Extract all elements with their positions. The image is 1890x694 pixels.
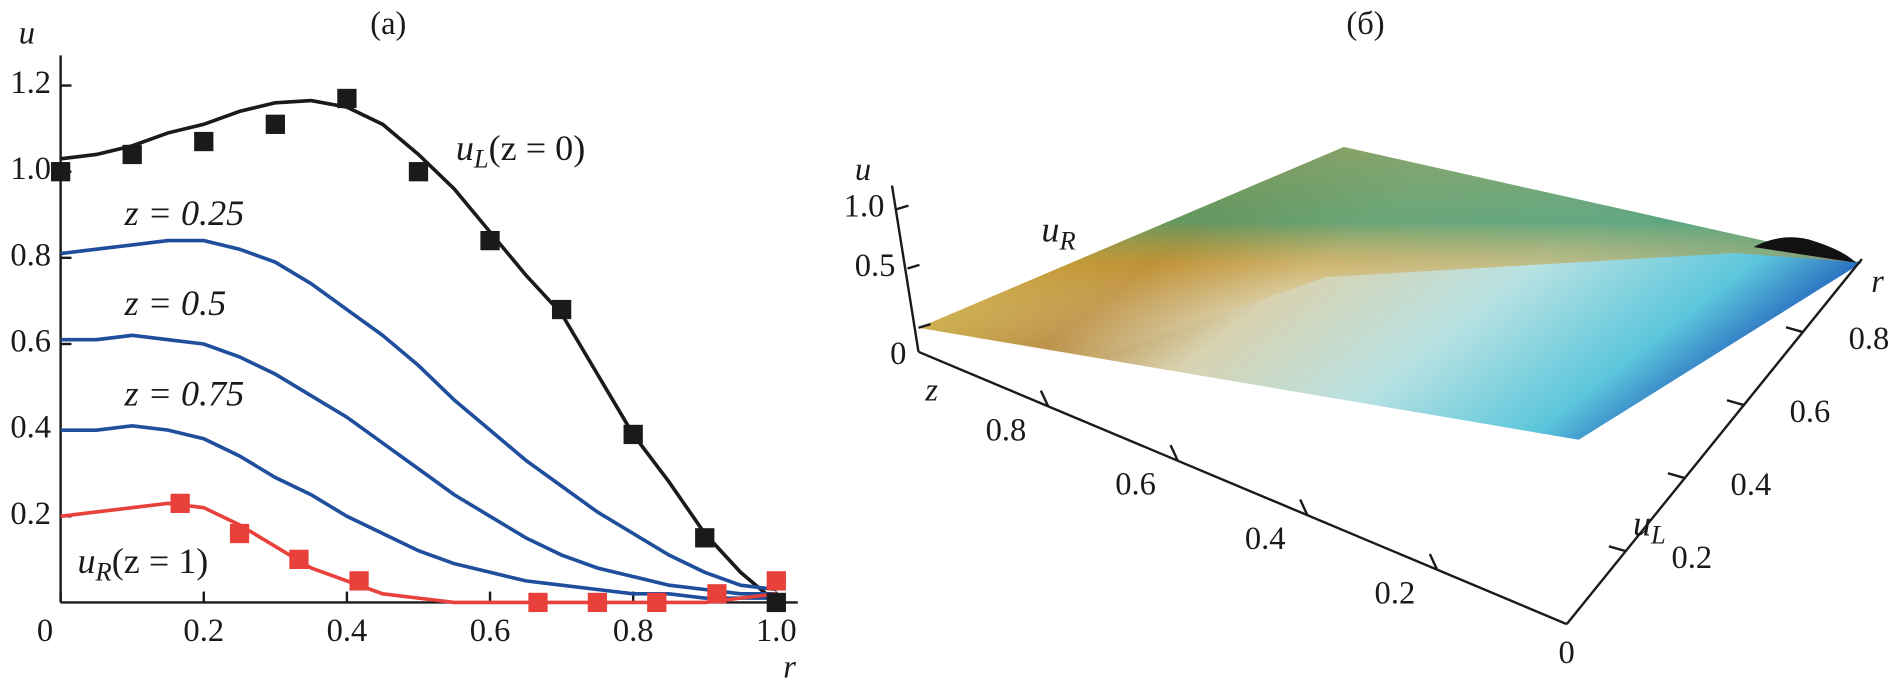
x-tick-label: 0.6 bbox=[470, 613, 511, 649]
data-point bbox=[551, 299, 572, 320]
data-point bbox=[587, 592, 608, 613]
y-tick-label: 1.2 bbox=[10, 65, 51, 101]
label-part: (z = 0) bbox=[489, 128, 586, 168]
data-point bbox=[528, 592, 548, 613]
data-point bbox=[349, 571, 369, 591]
panel-title: (б) bbox=[1346, 6, 1384, 42]
series-label: z = 0.75 bbox=[123, 374, 244, 414]
data-point bbox=[50, 162, 71, 182]
label-part: z = 0.75 bbox=[123, 374, 244, 414]
label-part: (z = 1) bbox=[112, 541, 209, 581]
data-point bbox=[194, 131, 214, 152]
r-axis-label: r bbox=[1871, 264, 1884, 300]
z-tick bbox=[1039, 390, 1050, 407]
u-tick bbox=[896, 204, 909, 211]
data-point bbox=[408, 162, 429, 182]
y-tick-label: 0.6 bbox=[10, 323, 51, 359]
label-part: R bbox=[1058, 225, 1075, 255]
r-tick-label: 0.4 bbox=[1731, 467, 1772, 503]
y-tick-label: 1.0 bbox=[10, 151, 51, 187]
series-line bbox=[60, 238, 777, 592]
x-axis-label: r bbox=[783, 649, 796, 685]
label-part: L bbox=[473, 144, 489, 174]
u-tick bbox=[907, 263, 920, 270]
data-point bbox=[170, 493, 190, 513]
r-tick-label: 0.6 bbox=[1790, 394, 1831, 430]
z-axis bbox=[918, 350, 1568, 626]
z-tick-label: 0.6 bbox=[1115, 467, 1156, 503]
z-tick-label: 0.2 bbox=[1375, 576, 1416, 612]
label-part: u bbox=[456, 128, 474, 168]
u-tick-label: 0 bbox=[890, 336, 906, 372]
surface-label: uR bbox=[1041, 210, 1075, 255]
data-point bbox=[647, 592, 667, 613]
label-part: u bbox=[1041, 210, 1059, 250]
z-tick-label: 0.8 bbox=[986, 412, 1027, 448]
r-axis bbox=[1565, 258, 1863, 625]
series-label: uR(z = 1) bbox=[78, 541, 209, 586]
r-tick-label: 0 bbox=[1559, 635, 1575, 671]
y-axis-label: u bbox=[19, 16, 35, 52]
series-line bbox=[60, 98, 778, 604]
r-tick-label: 0.2 bbox=[1672, 540, 1713, 576]
x-tick-label: 0 bbox=[37, 613, 53, 649]
data-point bbox=[707, 584, 727, 604]
r-tick bbox=[1726, 399, 1745, 407]
panel-title: (a) bbox=[370, 6, 406, 42]
data-point bbox=[766, 571, 786, 591]
z-tick bbox=[1428, 553, 1439, 571]
x-tick-label: 0.2 bbox=[183, 613, 224, 649]
r-tick bbox=[1785, 326, 1804, 334]
data-point bbox=[229, 523, 250, 544]
series-label: z = 0.5 bbox=[123, 284, 226, 324]
x-tick-label: 1.0 bbox=[756, 613, 797, 649]
data-point bbox=[695, 528, 715, 548]
z-tick bbox=[1169, 444, 1179, 462]
series-label: z = 0.25 bbox=[123, 193, 244, 233]
y-tick-label: 0.4 bbox=[10, 410, 51, 446]
surface-label: uL bbox=[1633, 504, 1666, 549]
u-axis-label: u bbox=[855, 152, 871, 188]
label-part: u bbox=[1633, 504, 1651, 544]
r-tick bbox=[1608, 545, 1627, 553]
r-tick-label: 0.8 bbox=[1849, 321, 1890, 357]
data-point bbox=[623, 424, 643, 445]
series-line bbox=[60, 333, 777, 596]
data-point bbox=[480, 230, 500, 251]
z-tick bbox=[1299, 499, 1309, 516]
r-tick bbox=[1667, 472, 1686, 480]
label-part: u bbox=[78, 541, 96, 581]
y-tick-label: 0.8 bbox=[10, 237, 51, 273]
label-part: L bbox=[1650, 519, 1666, 549]
data-point bbox=[122, 144, 142, 165]
data-point bbox=[265, 114, 285, 134]
data-point bbox=[337, 88, 357, 109]
u-axis bbox=[890, 185, 920, 353]
surface bbox=[918, 146, 1862, 440]
label-part: R bbox=[95, 557, 112, 587]
u-tick-label: 1.0 bbox=[844, 189, 885, 225]
z-tick-label: 0.4 bbox=[1245, 521, 1286, 557]
data-point bbox=[766, 592, 786, 613]
label-part: z = 0.5 bbox=[123, 284, 226, 324]
z-axis-label: z bbox=[924, 372, 938, 408]
data-point bbox=[289, 549, 309, 569]
y-tick-label: 0.2 bbox=[10, 496, 51, 532]
u-tick-label: 0.5 bbox=[855, 248, 896, 284]
u-tick bbox=[918, 322, 931, 329]
x-tick-label: 0.8 bbox=[613, 613, 654, 649]
series-label: uL(z = 0) bbox=[456, 128, 585, 173]
x-tick-label: 0.4 bbox=[327, 613, 368, 649]
label-part: z = 0.25 bbox=[123, 193, 244, 233]
